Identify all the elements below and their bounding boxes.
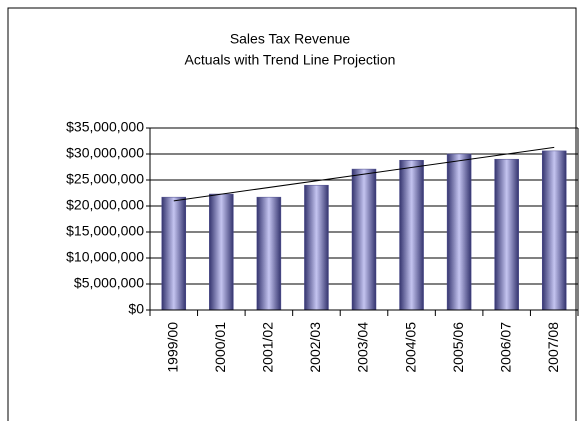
x-tick-label: 2002/03	[307, 322, 323, 373]
bar	[446, 153, 472, 311]
bar	[256, 196, 282, 311]
trend-line	[173, 146, 555, 202]
chart-title: Sales Tax Revenue	[230, 31, 351, 47]
y-tick-label: $15,000,000	[66, 223, 144, 239]
y-tick-label: $5,000,000	[74, 275, 144, 291]
y-tick-label: $10,000,000	[66, 249, 144, 265]
bar	[494, 158, 519, 311]
bar	[399, 159, 424, 311]
x-tick-label: 2004/05	[402, 322, 418, 373]
bar	[161, 196, 187, 311]
chart-subtitle: Actuals with Trend Line Projection	[185, 52, 396, 68]
x-tick-label: 2005/06	[450, 322, 466, 373]
y-tick-label: $30,000,000	[66, 145, 144, 161]
bar	[351, 168, 377, 311]
y-tick-label: $0	[128, 301, 144, 317]
x-tick-label: 2000/01	[212, 322, 228, 373]
bar	[209, 193, 234, 311]
x-tick-label: 1999/00	[164, 322, 180, 373]
x-tick-label: 2006/07	[497, 322, 513, 373]
bar	[541, 150, 567, 311]
y-tick-label: $25,000,000	[66, 171, 144, 187]
chart-border	[7, 7, 577, 421]
bar	[304, 184, 329, 311]
x-tick-label: 2003/04	[355, 322, 371, 373]
y-tick-label: $35,000,000	[66, 119, 144, 135]
x-tick-label: 2001/02	[260, 322, 276, 373]
y-tick-label: $20,000,000	[66, 197, 144, 213]
x-tick-label: 2007/08	[545, 322, 561, 373]
